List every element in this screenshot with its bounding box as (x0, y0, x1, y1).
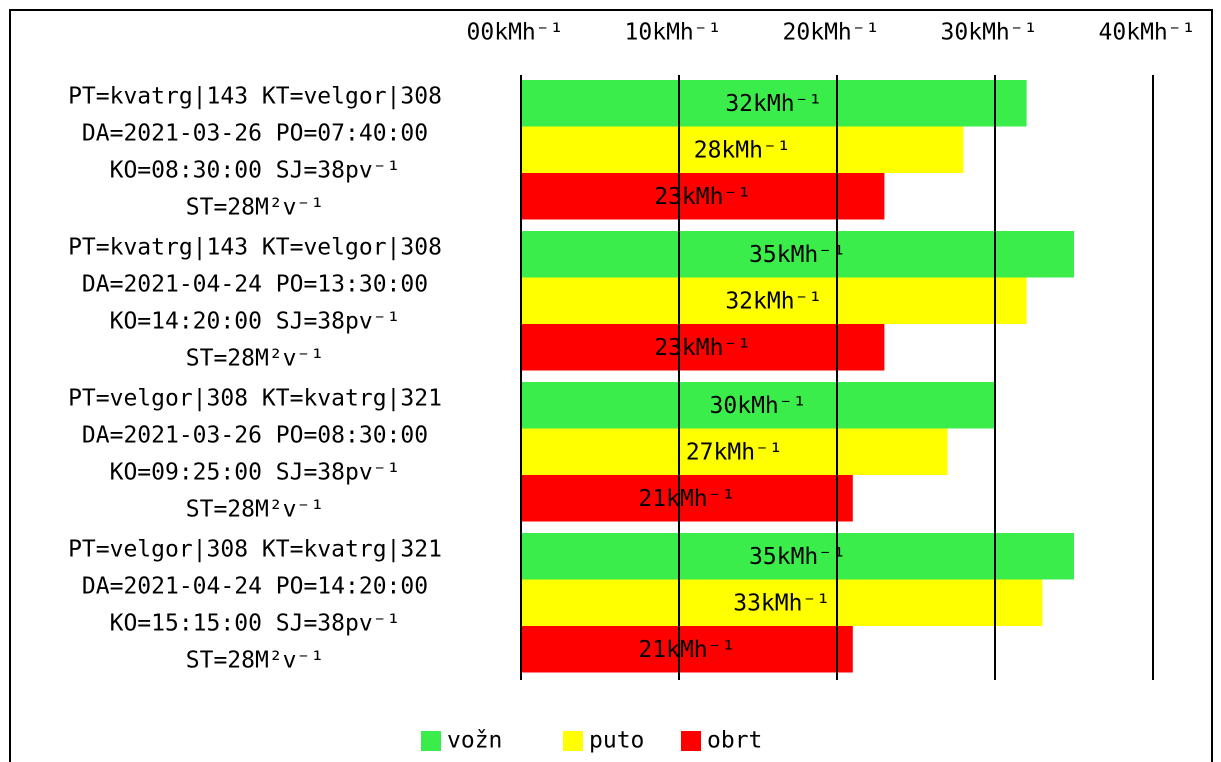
category-label: PT=velgor|308 KT=kvatrg|321 (68, 386, 442, 412)
category-label: DA=2021-04-24 PO=13:30:00 (82, 272, 428, 298)
category-label: DA=2021-03-26 PO=07:40:00 (82, 121, 428, 147)
bar (521, 231, 1074, 278)
x-tick-label: 40kMh⁻¹ (1099, 20, 1196, 46)
category-label: PT=velgor|308 KT=kvatrg|321 (68, 537, 442, 563)
data-label: 35kMh⁻¹ (749, 242, 846, 268)
legend-swatch (563, 731, 583, 751)
legend-label: vožn (447, 728, 502, 754)
category-label: ST=28M²v⁻¹ (186, 195, 324, 221)
bar (521, 533, 1074, 580)
data-label: 21kMh⁻¹ (638, 637, 735, 663)
bar (521, 126, 964, 173)
bar (521, 428, 948, 475)
bar (521, 80, 1027, 127)
bar (521, 324, 885, 371)
legend-label: puto (589, 728, 644, 754)
category-label: ST=28M²v⁻¹ (186, 346, 324, 372)
category-label: ST=28M²v⁻¹ (186, 497, 324, 523)
data-label: 28kMh⁻¹ (694, 137, 791, 163)
category-label: DA=2021-03-26 PO=08:30:00 (82, 423, 428, 449)
category-label: KO=14:20:00 SJ=38pv⁻¹ (110, 309, 401, 335)
category-label: KO=09:25:00 SJ=38pv⁻¹ (110, 460, 401, 486)
x-tick-label: 00kMh⁻¹ (467, 20, 564, 46)
bar (521, 579, 1043, 626)
data-label: 33kMh⁻¹ (733, 590, 830, 616)
data-label: 32kMh⁻¹ (725, 91, 822, 117)
legend-swatch (681, 731, 701, 751)
bar (521, 382, 995, 429)
data-label: 35kMh⁻¹ (749, 544, 846, 570)
data-label: 32kMh⁻¹ (725, 288, 822, 314)
category-label: PT=kvatrg|143 KT=velgor|308 (68, 84, 442, 110)
category-label: PT=kvatrg|143 KT=velgor|308 (68, 235, 442, 261)
category-label: DA=2021-04-24 PO=14:20:00 (82, 574, 428, 600)
category-label: ST=28M²v⁻¹ (186, 648, 324, 674)
data-label: 30kMh⁻¹ (710, 393, 807, 419)
bar (521, 626, 853, 673)
category-label: KO=08:30:00 SJ=38pv⁻¹ (110, 158, 401, 184)
bar (521, 173, 885, 220)
x-tick-label: 30kMh⁻¹ (941, 20, 1038, 46)
legend-swatch (421, 731, 441, 751)
data-label: 21kMh⁻¹ (638, 486, 735, 512)
category-label: KO=15:15:00 SJ=38pv⁻¹ (110, 611, 401, 637)
frame (9, 9, 1213, 762)
data-label: 23kMh⁻¹ (654, 335, 751, 361)
bar (521, 475, 853, 522)
bar (521, 277, 1027, 324)
legend-label: obrt (707, 728, 762, 754)
data-label: 27kMh⁻¹ (686, 439, 783, 465)
x-tick-label: 20kMh⁻¹ (783, 20, 880, 46)
x-tick-label: 10kMh⁻¹ (625, 20, 722, 46)
data-label: 23kMh⁻¹ (654, 184, 751, 210)
